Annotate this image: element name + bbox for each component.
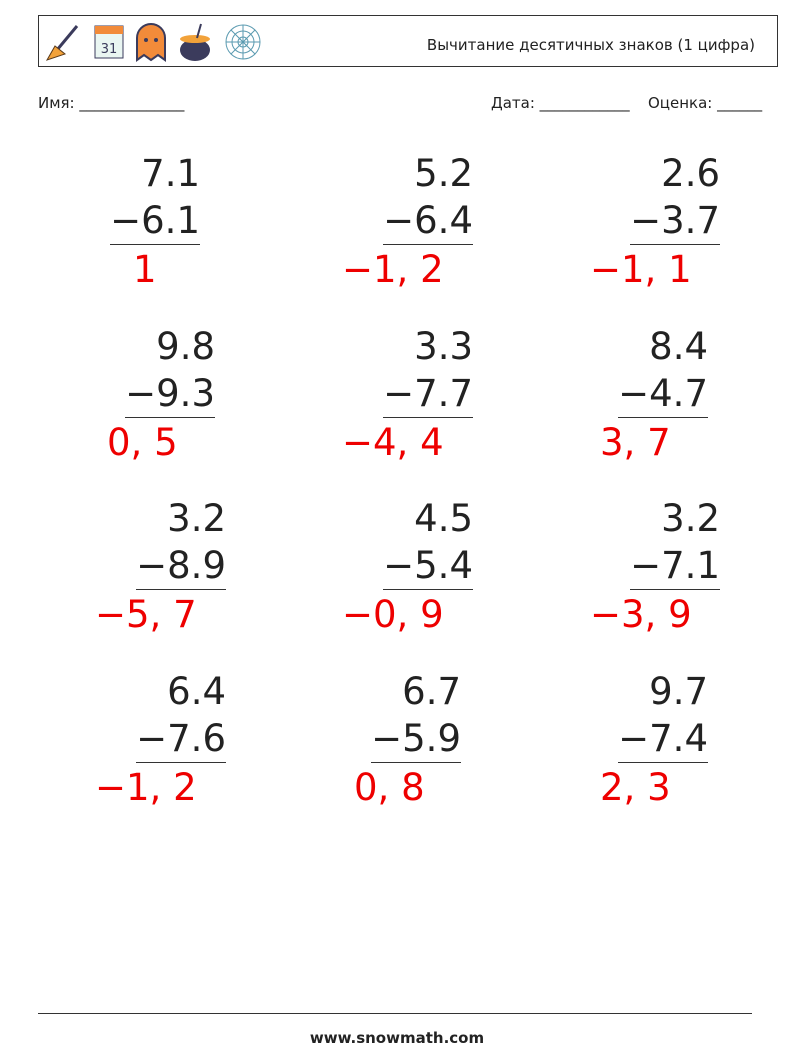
answer: −3, 9	[590, 593, 692, 636]
broom-icon	[45, 25, 79, 61]
answer-line	[125, 416, 215, 418]
subtrahend: −7.4	[618, 716, 708, 760]
minuend: 7.1	[141, 152, 200, 195]
minuend: 5.2	[414, 152, 473, 195]
grade-field: Оценка: ______	[648, 94, 763, 112]
subtrahend: −5.4	[383, 544, 473, 587]
title: Вычитание десятичных знаков (1 цифра)	[426, 36, 755, 54]
minuend: 6.7	[402, 669, 461, 713]
svg-text:31: 31	[101, 42, 118, 57]
answer-line	[383, 589, 473, 590]
subtrahend: −4.7	[618, 371, 708, 415]
answer: 1	[133, 248, 157, 291]
header-box: 31 Вычитание десятичных знаков (1 цифра)	[38, 15, 778, 67]
answer: −5, 7	[95, 593, 197, 636]
subtrahend: −6.1	[110, 199, 200, 242]
subtrahend: −6.4	[383, 199, 473, 242]
answer-line	[618, 416, 708, 418]
minuend: 6.4	[167, 669, 226, 713]
answer: −1, 2	[95, 765, 197, 809]
subtrahend: −9.3	[125, 371, 215, 415]
subtrahend: −3.7	[630, 199, 720, 242]
answer: −1, 1	[590, 248, 692, 291]
name-field: Имя: ______________	[38, 94, 185, 112]
answer: 0, 8	[354, 765, 425, 809]
answer: 0, 5	[107, 420, 178, 464]
minuend: 8.4	[649, 324, 708, 368]
ghost-icon	[136, 23, 166, 62]
footer-rule	[38, 1013, 752, 1014]
footer-site: www.snowmath.com	[309, 1029, 485, 1047]
minuend: 2.6	[661, 152, 720, 195]
subtrahend: −7.7	[383, 371, 473, 415]
minuend: 9.7	[649, 669, 708, 713]
answer-line	[136, 589, 226, 590]
answer-line	[383, 416, 473, 418]
cauldron-icon	[180, 23, 210, 61]
subtrahend: −7.6	[136, 716, 226, 760]
answer-line	[371, 761, 461, 763]
minuend: 3.2	[661, 497, 720, 540]
answer: −1, 2	[342, 248, 444, 291]
minuend: 9.8	[156, 324, 215, 368]
subtrahend: −7.1	[630, 544, 720, 587]
minuend: 3.2	[167, 497, 226, 540]
answer: 3, 7	[600, 420, 671, 464]
minuend: 3.3	[414, 324, 473, 368]
answer-line	[383, 244, 473, 245]
date-field: Дата: ____________	[491, 94, 630, 112]
answer-line	[110, 244, 200, 245]
subtrahend: −8.9	[136, 544, 226, 587]
answer-line	[618, 761, 708, 763]
subtrahend: −5.9	[371, 716, 461, 760]
web-icon	[225, 24, 261, 60]
answer: −0, 9	[342, 593, 444, 636]
minuend: 4.5	[414, 497, 473, 540]
answer-line	[630, 244, 720, 245]
answer: −4, 4	[342, 420, 444, 464]
icons: 31	[45, 23, 261, 62]
answer-line	[630, 589, 720, 590]
calendar-icon: 31	[94, 25, 124, 59]
answer: 2, 3	[600, 765, 671, 809]
answer-line	[136, 761, 226, 763]
